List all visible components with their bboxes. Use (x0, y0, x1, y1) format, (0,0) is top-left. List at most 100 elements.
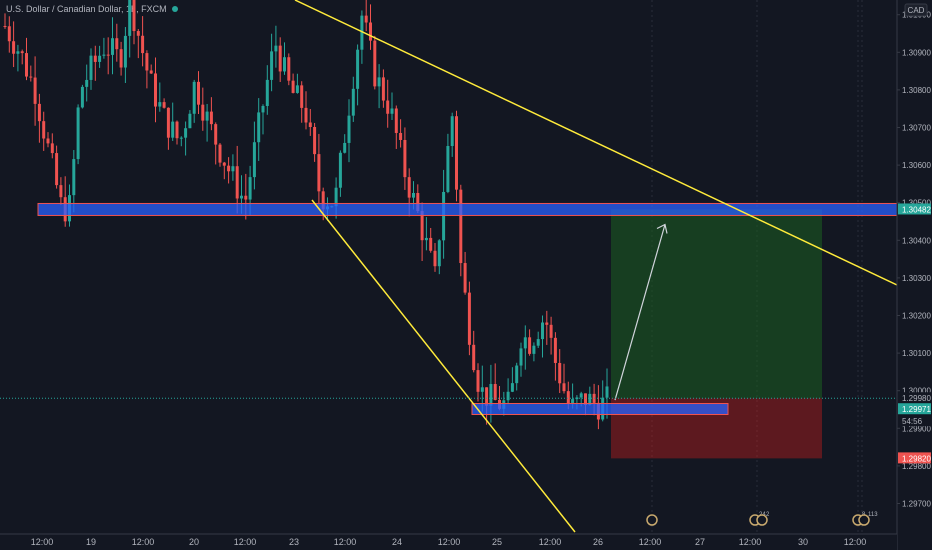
event-marker[interactable] (646, 514, 658, 526)
time-tick-label: 12:00 (31, 537, 54, 547)
support-zone (471, 403, 729, 415)
candle-body (394, 108, 398, 133)
candle-body (295, 85, 299, 93)
candle-body (25, 53, 28, 77)
candle-body (209, 111, 213, 125)
candle-body (459, 189, 463, 264)
price-label-stop: 1.29820 (902, 454, 931, 463)
candle-body (158, 102, 162, 107)
candle-body (240, 195, 243, 199)
candle-body (450, 116, 454, 147)
candle-body (72, 159, 76, 196)
candle-body (356, 49, 360, 89)
candle-body (93, 55, 97, 62)
event-flag-icon (756, 514, 768, 526)
candle-body (175, 121, 179, 139)
price-tick-label: 1.30100 (902, 349, 931, 358)
upper-trendline (294, 0, 898, 286)
candle-body (85, 79, 89, 87)
candle-body (360, 15, 364, 50)
price-tick-label: 1.30500 (902, 199, 931, 208)
candle-body (136, 31, 140, 36)
candle-body (528, 337, 532, 354)
candle-body (115, 38, 119, 50)
price-label-current: 1.29971 (902, 405, 931, 414)
candle-body (472, 344, 476, 371)
event-markers[interactable]: 2428113 (646, 512, 878, 526)
time-tick-label: 12:00 (639, 537, 662, 547)
candle-body (343, 142, 347, 153)
time-axis[interactable]: 12:00 19 12:00 20 12:00 23 12:00 24 12:00 25 12:00… (0, 533, 897, 550)
candle-body (102, 54, 106, 56)
price-axis[interactable]: 1.310001.309001.308001.307001.306001.305… (896, 0, 932, 550)
candle-body (16, 51, 20, 54)
candle-body (166, 107, 170, 138)
candle-body (541, 322, 544, 340)
candle-body (510, 383, 514, 392)
candle-body (291, 80, 295, 93)
candle-body (480, 387, 484, 392)
candle-body (12, 41, 16, 54)
candle-body (579, 393, 583, 398)
event-marker[interactable]: 113 (858, 512, 878, 526)
candle-body (364, 15, 368, 23)
candle-body (351, 88, 355, 116)
candle-body (399, 132, 403, 140)
event-flag-icon (646, 514, 658, 526)
candle-body (149, 70, 153, 74)
candle-body (42, 121, 46, 139)
price-label-current-bg (898, 403, 931, 415)
candle-body (231, 166, 235, 172)
chart-drawings[interactable] (0, 0, 898, 533)
time-tick-label: 30 (798, 537, 808, 547)
candle-body (523, 337, 527, 349)
candle-body (416, 193, 420, 212)
candle-body (390, 108, 394, 114)
candle-body (80, 86, 84, 108)
candle-body (446, 146, 450, 192)
price-tick-label: 1.29700 (902, 500, 931, 509)
candle-body (433, 250, 437, 267)
price-label-resistance: 1.30482 (902, 205, 931, 214)
candle-body (283, 57, 286, 72)
candle-body (201, 104, 205, 121)
candle-body (128, 0, 132, 36)
price-tick-label: 1.30000 (902, 387, 931, 396)
candle-body (605, 386, 609, 398)
status-dot-icon (172, 6, 179, 12)
candle-body (317, 154, 321, 192)
candle-body (37, 103, 41, 122)
price-tick-label: 1.30200 (902, 312, 931, 321)
candle-body (334, 187, 338, 207)
price-label-resistance-bg (898, 203, 931, 215)
price-label-entry-bg (898, 392, 931, 404)
candle-body (437, 240, 441, 267)
candle-body (313, 126, 317, 155)
candle-body (46, 138, 50, 144)
candle-body (467, 292, 471, 345)
time-tick-label: 12:00 (844, 537, 867, 547)
candle-body (489, 384, 493, 406)
candle-body (412, 193, 415, 198)
price-label-countdown-bg (898, 415, 931, 427)
candle-body (76, 107, 80, 160)
candle-body (373, 40, 377, 87)
event-marker-count: 2 (766, 512, 770, 518)
event-marker[interactable]: 2 (756, 512, 770, 526)
candle-body (222, 162, 226, 166)
candle-body (257, 112, 261, 143)
candle-body (381, 77, 385, 101)
candle-body (506, 391, 510, 401)
candle-body (205, 111, 209, 121)
time-axis-bg (0, 534, 897, 550)
candle-body (55, 153, 59, 186)
candle-body (162, 102, 166, 108)
price-label-countdown: 54:56 (902, 417, 923, 426)
candle-body (214, 124, 218, 145)
projection-arrow-icon (656, 223, 668, 234)
candle-body (407, 177, 411, 198)
candle-body (106, 54, 110, 56)
event-flag-icon (858, 514, 870, 526)
candle-body (145, 53, 149, 71)
